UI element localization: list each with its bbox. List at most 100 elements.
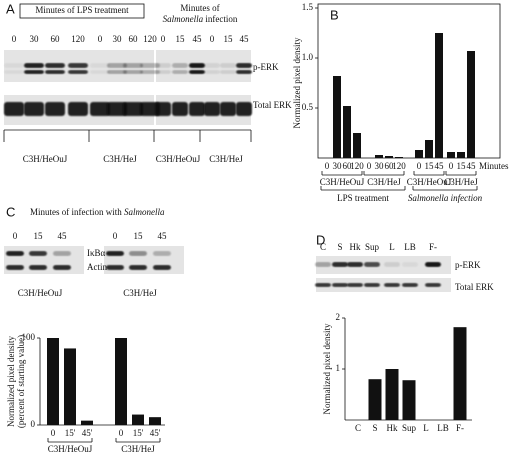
x-tick-label: LB (437, 423, 449, 433)
sal-title-rest: infection (205, 14, 237, 24)
blot-band (384, 283, 400, 287)
x-tick-label: 30 (333, 161, 343, 171)
x-axis-label: Minutes (479, 161, 509, 171)
group-label: C3H/HeOuJ (320, 177, 365, 187)
blot-band (123, 70, 143, 74)
blot-band (107, 70, 127, 74)
blot-band (4, 63, 24, 68)
lane-label: 60 (129, 34, 139, 44)
bar (457, 152, 465, 158)
blot-band (53, 251, 71, 256)
lane-label: 45 (193, 34, 203, 44)
blot-band (6, 265, 24, 270)
blot-band (347, 283, 363, 287)
blot-band (90, 70, 110, 74)
lane-label: 0 (13, 231, 18, 241)
header-box (19, 3, 145, 19)
blot-band (6, 251, 24, 256)
blot-band (172, 63, 188, 68)
blot-band (123, 102, 143, 116)
x-tick-label: 45 (467, 161, 477, 171)
organism: Salmonella (124, 207, 165, 217)
strain-label: C3H/HeOuJ (18, 288, 63, 298)
x-tick-label: 0 (51, 428, 56, 438)
blot-band (189, 102, 205, 116)
group-label: C3H/HeOuJ (48, 444, 93, 454)
panel-label: B (330, 7, 339, 22)
blot-band (384, 262, 400, 267)
blot-band (29, 251, 47, 256)
blot-band (24, 102, 44, 116)
blot-band (332, 283, 348, 287)
lane-label: 15 (134, 231, 144, 241)
x-tick-label: 45' (150, 428, 161, 438)
blot-band (425, 262, 441, 267)
lane-label: 0 (12, 34, 17, 44)
bar (385, 369, 399, 420)
y-tick-label: 0 (31, 419, 36, 429)
blot-band (155, 63, 171, 68)
bar (385, 156, 393, 158)
strain-label: C3H/HeOuJ (156, 154, 201, 164)
blot-band (107, 63, 127, 68)
lane-label: 0 (210, 34, 215, 44)
strain-label: C3H/HeJ (123, 288, 157, 298)
lane-label: Hk (350, 242, 361, 252)
lane-label: LB (404, 242, 416, 252)
blot-band (153, 265, 171, 270)
row-label: IκBα (87, 248, 106, 258)
blot-band (29, 265, 47, 270)
blot-band (364, 283, 380, 287)
blot-band (220, 70, 236, 74)
blot-band (68, 63, 88, 68)
y-tick-label: 100 (22, 332, 36, 342)
treatment-label: Salmonella infection (408, 193, 483, 203)
x-tick-label: 45 (435, 161, 445, 171)
lane-label: 45 (58, 231, 68, 241)
bar (425, 140, 433, 158)
bar (47, 338, 59, 425)
blot-band (172, 70, 188, 74)
bar (375, 155, 383, 158)
group-label: C3H/HeJ (444, 177, 478, 187)
x-tick-label: 120 (350, 161, 364, 171)
y-tick-label: 1.0 (302, 52, 314, 62)
blot-band (45, 63, 65, 68)
sal-title: Salmonella infection (163, 14, 238, 24)
blot-band (204, 102, 220, 116)
blot-band (402, 262, 418, 267)
panel-label: C (6, 204, 15, 219)
blot-band (402, 283, 418, 287)
lane-label: 0 (113, 231, 118, 241)
blot-band (45, 70, 65, 74)
bar (64, 348, 76, 425)
lane-label: 15 (176, 34, 186, 44)
y-axis-label: Normalized pixel density (6, 336, 16, 427)
panel-label: A (6, 1, 15, 16)
lane-label: 120 (71, 34, 85, 44)
treatment-label: LPS treatment (337, 193, 389, 203)
blot-band (425, 283, 441, 287)
lane-label: S (337, 242, 342, 252)
blot-band (364, 262, 380, 267)
blot-band (140, 63, 160, 68)
blot-band (155, 102, 171, 116)
y-axis-label: Normalized pixel density (292, 37, 302, 128)
bar (333, 76, 341, 158)
row-label: p-ERK (253, 62, 279, 72)
sal-title: Minutes of (180, 3, 219, 13)
lane-label: 0 (161, 34, 166, 44)
row-label: Actin (87, 262, 107, 272)
lane-label: Sup (365, 242, 380, 252)
x-tick-label: 0 (325, 161, 330, 171)
blot-band (129, 251, 147, 256)
blot (316, 278, 451, 292)
blot-band (90, 102, 110, 116)
lane-label: 120 (143, 34, 157, 44)
bar (395, 157, 403, 158)
x-tick-label: 30 (375, 161, 385, 171)
x-tick-label: 60 (385, 161, 395, 171)
c-title: Minutes of infection with Salmonella (30, 207, 165, 217)
lane-label: 0 (98, 34, 103, 44)
